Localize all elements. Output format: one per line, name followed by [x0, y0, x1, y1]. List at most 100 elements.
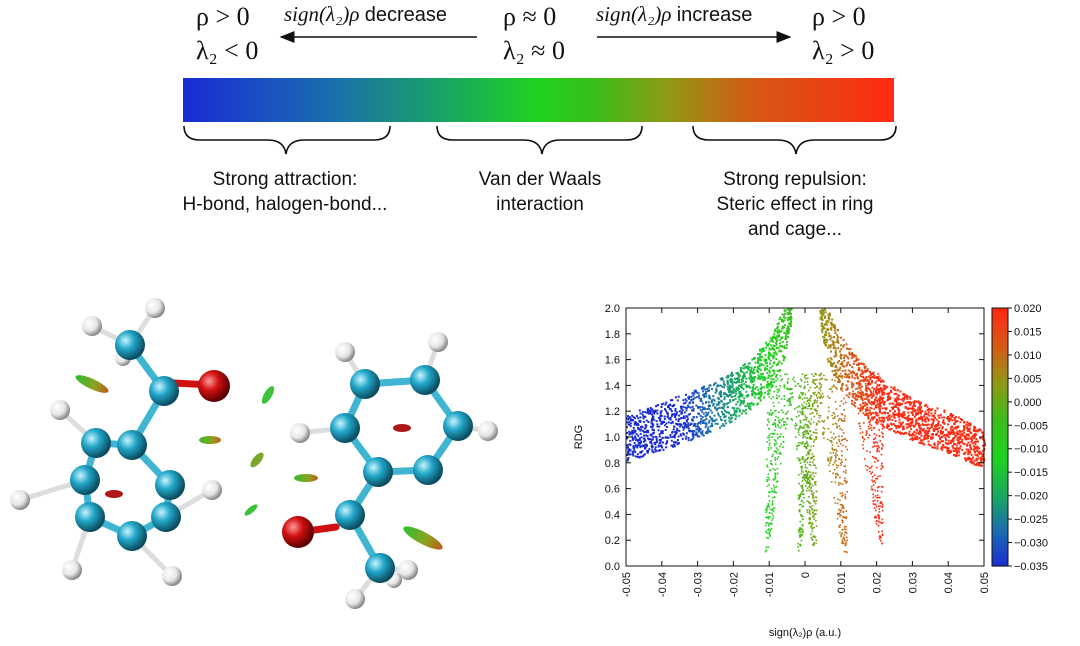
scatter-point [953, 450, 956, 452]
scatter-point [628, 421, 631, 424]
scatter-point [805, 403, 808, 405]
scatter-point [801, 457, 803, 459]
scatter-point [954, 421, 957, 423]
left-lambda-label: λ₂ < 0 [196, 36, 259, 65]
scatter-point [695, 396, 698, 399]
scatter-point [863, 377, 866, 380]
scatter-point [815, 373, 817, 376]
scatter-point [774, 477, 777, 480]
scatter-point [946, 417, 949, 420]
scatter-point [832, 341, 835, 344]
scatter-point [738, 398, 741, 401]
scatter-point [626, 459, 629, 462]
scatter-point [635, 455, 638, 458]
scatter-point [965, 459, 967, 462]
scatter-point [722, 413, 725, 415]
scatter-point [967, 427, 970, 430]
scatter-point [973, 425, 976, 428]
scatter-point [803, 425, 806, 427]
scatter-point [735, 411, 738, 414]
scatter-point [861, 372, 864, 375]
scatter-point [801, 412, 804, 414]
scatter-point [815, 432, 818, 434]
scatter-point [886, 427, 889, 429]
scatter-point [945, 446, 948, 449]
scatter-point [869, 420, 871, 423]
scatter-point [898, 418, 901, 421]
scatter-point [676, 441, 679, 444]
scatter-point [915, 435, 918, 438]
scatter-point [656, 404, 659, 407]
scatter-point [802, 410, 804, 412]
scatter-point [770, 409, 772, 412]
scatter-point [892, 408, 894, 410]
oxygen-atoms [198, 370, 314, 548]
scatter-point [783, 384, 786, 386]
scatter-point [799, 462, 802, 464]
scatter-point [823, 419, 826, 422]
rdg-scatter-chart: 0.00.20.40.60.81.01.21.41.61.82.0-0.05 -0… [573, 303, 1048, 639]
scatter-point [939, 424, 942, 427]
scatter-point [910, 407, 913, 410]
attraction-description: Strong attraction: H-bond, halogen-bond.… [150, 167, 420, 217]
scatter-point [839, 499, 841, 502]
scatter-point [809, 386, 812, 389]
scatter-point [774, 426, 777, 428]
scatter-point [876, 391, 879, 394]
scatter-point [877, 496, 880, 499]
scatter-point [833, 325, 836, 328]
scatter-point [861, 379, 864, 382]
scatter-point [869, 402, 871, 405]
scatter-point [841, 419, 843, 422]
scatter-point [790, 404, 792, 406]
scatter-point [808, 522, 811, 525]
scatter-point [833, 385, 836, 388]
scatter-point [852, 355, 855, 358]
scatter-point [868, 382, 871, 385]
scatter-point [774, 410, 776, 412]
scatter-point [800, 411, 802, 414]
colorbar-segment [992, 394, 1008, 399]
scatter-point [931, 408, 934, 411]
scatter-point [766, 368, 768, 371]
scatter-point [687, 439, 690, 442]
scatter-point [727, 386, 730, 389]
scatter-point [813, 382, 815, 385]
scatter-point [651, 422, 654, 425]
scatter-point [770, 447, 772, 449]
scatter-point [875, 389, 878, 392]
scatter-point [838, 481, 840, 484]
scatter-point [782, 446, 784, 448]
scatter-point [827, 458, 830, 461]
scatter-point [643, 431, 646, 434]
scatter-point [734, 397, 737, 400]
scatter-point [741, 375, 744, 378]
scatter-point [841, 413, 844, 416]
scatter-point [782, 441, 785, 443]
scatter-point [869, 451, 871, 453]
scatter-point [737, 384, 740, 387]
scatter-point [671, 421, 674, 424]
scatter-point [758, 376, 761, 379]
scatter-point [815, 386, 818, 388]
scatter-point [902, 411, 905, 414]
scatter-point [825, 320, 828, 323]
scatter-point [872, 496, 875, 499]
scatter-point [649, 441, 652, 444]
scatter-point [835, 476, 837, 479]
scatter-point [658, 433, 661, 436]
scatter-point [820, 324, 823, 327]
scatter-point [700, 400, 703, 403]
scatter-point [861, 435, 864, 438]
scatter-point [840, 336, 842, 339]
scatter-point [773, 372, 776, 375]
scatter-point [844, 415, 846, 417]
scatter-point [838, 435, 840, 438]
scatter-point [742, 409, 745, 412]
scatter-point [737, 396, 740, 399]
scatter-point [784, 337, 787, 340]
scatter-point [809, 430, 811, 432]
scatter-point [956, 438, 959, 441]
scatter-point [861, 363, 864, 365]
scatter-point [852, 390, 854, 392]
